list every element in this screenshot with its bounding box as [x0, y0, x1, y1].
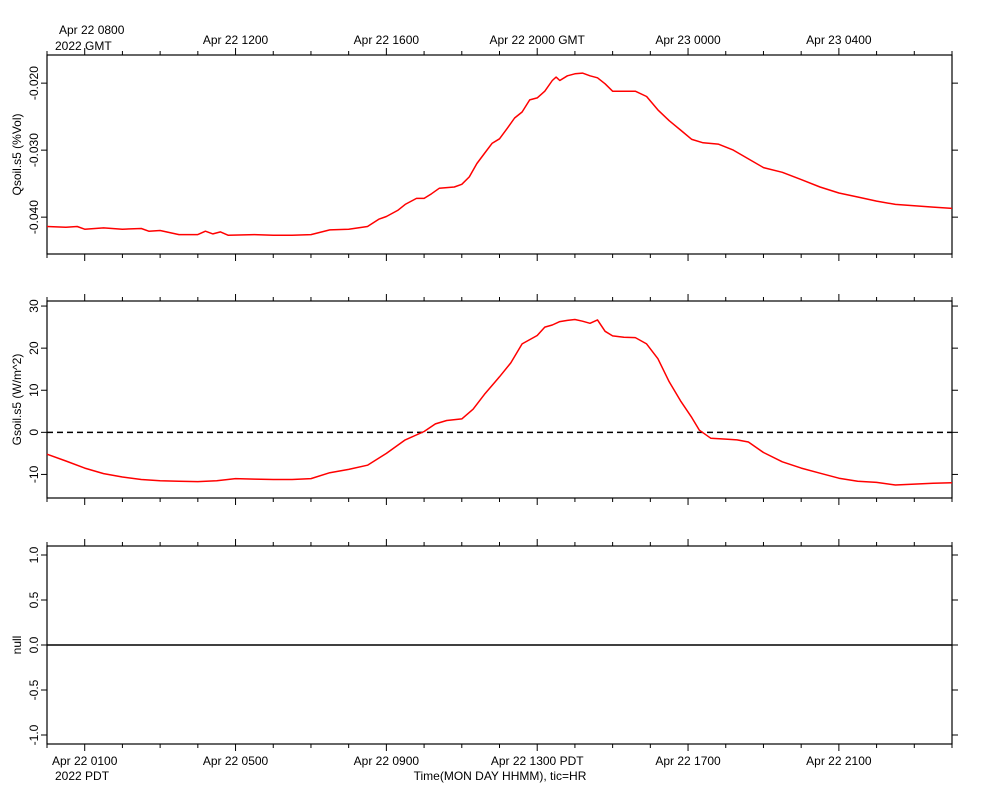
- x-axis-label: Time(MON DAY HHMM), tic=HR: [414, 769, 587, 783]
- y-tick-label: 30: [27, 299, 41, 313]
- plot-frame: [46, 54, 953, 255]
- pdt-tick-label: Apr 22 0100: [52, 754, 118, 768]
- y-tick-label: -10: [27, 465, 41, 483]
- gmt-tick-label: Apr 23 0400: [806, 33, 872, 47]
- y-tick-label: -0.5: [27, 679, 41, 700]
- pdt-tick-label: Apr 22 1300 PDT: [491, 754, 584, 768]
- y-tick-label: 1.0: [27, 546, 41, 563]
- y-tick-label: 0.0: [27, 636, 41, 653]
- y-axis-label: Gsoil.s5 (W/m^2): [10, 354, 24, 446]
- y-tick-label: 0: [27, 429, 41, 436]
- gmt-tick-label: Apr 22 1200: [203, 33, 269, 47]
- gmt-time-axis: Apr 22 0800 Apr 22 1200 Apr 22 1600 Apr 22 …: [55, 23, 872, 53]
- y-tick-label: 20: [27, 341, 41, 355]
- pdt-time-axis: Apr 22 0100 Apr 22 0500 Apr 22 0900 Apr 22 …: [52, 754, 872, 783]
- gmt-tick-label: Apr 23 0000: [655, 33, 721, 47]
- pdt-tick-label: Apr 22 1700: [655, 754, 721, 768]
- gmt-tick-label: Apr 22 1600: [354, 33, 420, 47]
- y-tick-label: -0.030: [27, 133, 41, 167]
- gmt-tick-label: Apr 22 2000 GMT: [490, 33, 586, 47]
- gmt-tick-label: Apr 22 0800: [59, 23, 125, 37]
- gmt-year-label: 2022 GMT: [55, 39, 112, 53]
- null-panel: 1.0 0.5 0.0 -0.5 -1.0 null: [10, 539, 958, 751]
- y-axis-label: Qsoil.s5 (%Vol): [10, 113, 24, 195]
- y-tick-label: -1.0: [27, 724, 41, 745]
- pdt-year-label: 2022 PDT: [55, 769, 110, 783]
- y-axis-label: null: [10, 636, 24, 655]
- y-tick-label: 0.5: [27, 591, 41, 608]
- plot-frame: [46, 300, 953, 499]
- gsoil-panel: 30 20 10 0 -10 Gsoil.s5 (W/m^2): [10, 294, 958, 505]
- y-tick-label: 10: [27, 383, 41, 397]
- series-line: [46, 72, 953, 236]
- y-tick-label: -0.040: [27, 200, 41, 234]
- y-tick-label: -0.020: [27, 66, 41, 100]
- pdt-tick-label: Apr 22 0500: [203, 754, 269, 768]
- series-line: [46, 318, 953, 486]
- pdt-tick-label: Apr 22 0900: [354, 754, 420, 768]
- pdt-tick-label: Apr 22 2100: [806, 754, 872, 768]
